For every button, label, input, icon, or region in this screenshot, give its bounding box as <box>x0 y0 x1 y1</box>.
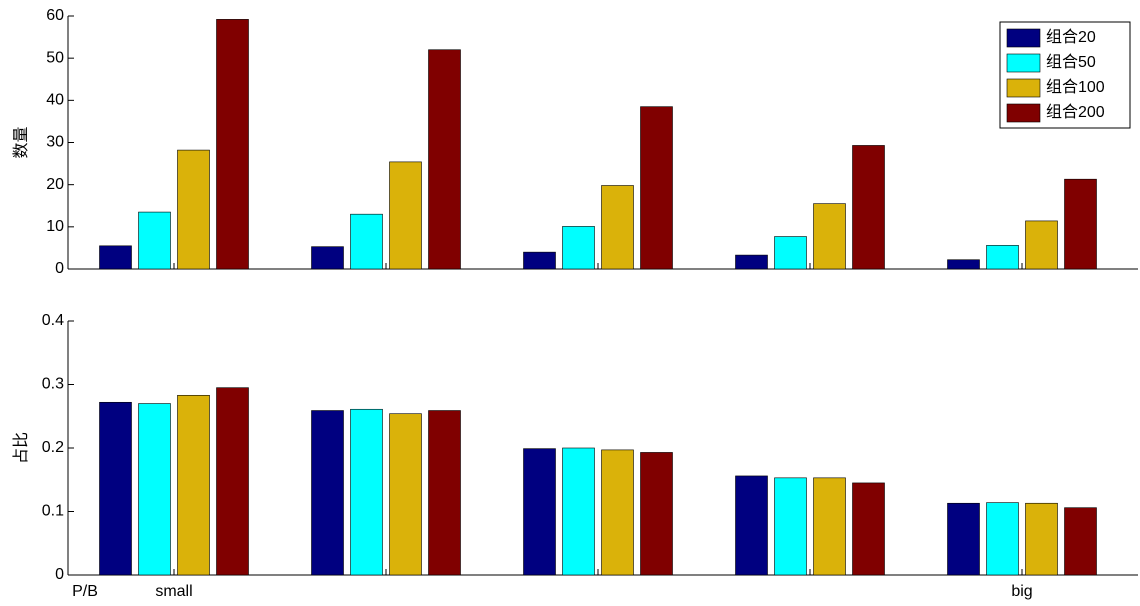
bar <box>947 259 980 270</box>
y-axis-label: 占比 <box>12 432 30 464</box>
bar <box>1064 178 1097 270</box>
legend-swatch <box>1006 53 1041 73</box>
bar <box>640 452 673 576</box>
bar <box>216 387 249 576</box>
x-axis-label: P/B <box>72 583 98 600</box>
y-tick-label: 0 <box>55 566 64 583</box>
bar <box>601 449 634 576</box>
bar <box>1025 220 1058 270</box>
y-tick-label: 30 <box>46 134 64 151</box>
bar <box>640 106 673 270</box>
legend-swatch <box>1006 28 1041 48</box>
x-tick-label: big <box>1011 583 1032 600</box>
y-tick-label: 0 <box>55 260 64 277</box>
bar <box>428 49 461 270</box>
bar <box>350 213 383 270</box>
y-tick-label: 10 <box>46 218 64 235</box>
bar <box>1064 507 1097 576</box>
bar <box>813 477 846 576</box>
bar <box>813 203 846 270</box>
y-tick-label: 0.1 <box>42 503 64 520</box>
bar <box>99 401 132 576</box>
bar <box>523 251 556 270</box>
legend-swatch <box>1006 103 1041 123</box>
bar <box>601 185 634 270</box>
bar <box>986 502 1019 576</box>
bar <box>311 246 344 270</box>
bar <box>216 19 249 270</box>
bar <box>311 410 344 576</box>
bar <box>389 161 422 270</box>
bar <box>986 245 1019 270</box>
legend-swatch <box>1006 78 1041 98</box>
bar <box>138 211 171 270</box>
bar <box>735 254 768 270</box>
bar <box>947 502 980 576</box>
bar <box>177 149 210 270</box>
bar <box>562 447 595 576</box>
legend-label: 组合20 <box>1046 28 1096 46</box>
y-tick-label: 0.2 <box>42 439 64 456</box>
bar <box>350 408 383 576</box>
bar <box>774 236 807 270</box>
legend-label: 组合100 <box>1046 78 1105 96</box>
y-tick-label: 60 <box>46 7 64 24</box>
y-tick-label: 20 <box>46 176 64 193</box>
legend-label: 组合200 <box>1046 103 1105 121</box>
x-tick-label: small <box>155 583 192 600</box>
bar <box>1025 502 1058 576</box>
bar <box>735 475 768 576</box>
y-tick-label: 0.4 <box>42 312 64 329</box>
y-tick-label: 0.3 <box>42 376 64 393</box>
legend-label: 组合50 <box>1046 53 1096 71</box>
y-tick-label: 40 <box>46 92 64 109</box>
bar <box>523 448 556 576</box>
y-axis-label: 数量 <box>12 126 30 158</box>
bar <box>428 410 461 576</box>
bar <box>389 413 422 576</box>
bar <box>562 226 595 270</box>
bar <box>852 145 885 270</box>
bar <box>99 245 132 270</box>
bar <box>138 403 171 576</box>
bar <box>177 394 210 576</box>
bar <box>774 477 807 576</box>
bar <box>852 482 885 576</box>
y-tick-label: 50 <box>46 49 64 66</box>
